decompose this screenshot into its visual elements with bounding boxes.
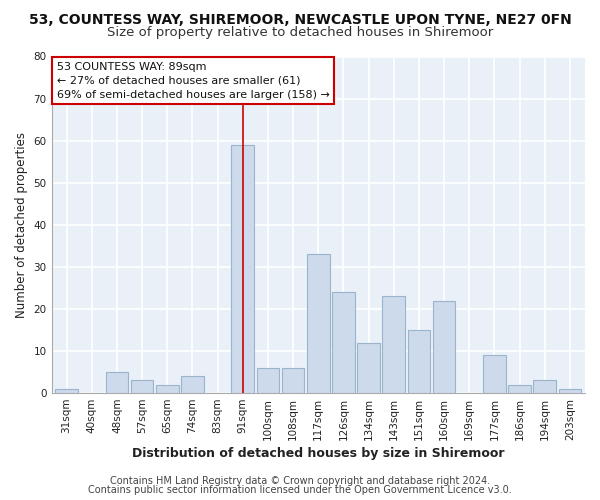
- Bar: [433, 300, 455, 393]
- Text: Contains public sector information licensed under the Open Government Licence v3: Contains public sector information licen…: [88, 485, 512, 495]
- Bar: [307, 254, 329, 393]
- Bar: [106, 372, 128, 393]
- Bar: [483, 355, 506, 393]
- Bar: [357, 342, 380, 393]
- Bar: [407, 330, 430, 393]
- Bar: [156, 384, 179, 393]
- Bar: [508, 384, 531, 393]
- Bar: [257, 368, 279, 393]
- X-axis label: Distribution of detached houses by size in Shiremoor: Distribution of detached houses by size …: [132, 447, 505, 460]
- Text: Size of property relative to detached houses in Shiremoor: Size of property relative to detached ho…: [107, 26, 493, 39]
- Bar: [559, 389, 581, 393]
- Y-axis label: Number of detached properties: Number of detached properties: [15, 132, 28, 318]
- Bar: [181, 376, 204, 393]
- Text: 53 COUNTESS WAY: 89sqm
← 27% of detached houses are smaller (61)
69% of semi-det: 53 COUNTESS WAY: 89sqm ← 27% of detached…: [57, 62, 330, 100]
- Bar: [382, 296, 405, 393]
- Bar: [533, 380, 556, 393]
- Text: Contains HM Land Registry data © Crown copyright and database right 2024.: Contains HM Land Registry data © Crown c…: [110, 476, 490, 486]
- Bar: [332, 292, 355, 393]
- Bar: [232, 145, 254, 393]
- Bar: [131, 380, 154, 393]
- Bar: [55, 389, 78, 393]
- Text: 53, COUNTESS WAY, SHIREMOOR, NEWCASTLE UPON TYNE, NE27 0FN: 53, COUNTESS WAY, SHIREMOOR, NEWCASTLE U…: [29, 12, 571, 26]
- Bar: [282, 368, 304, 393]
